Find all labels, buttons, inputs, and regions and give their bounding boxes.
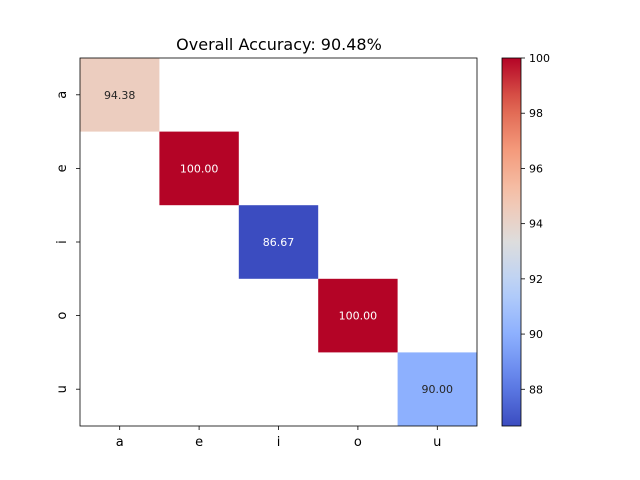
colorbar-tick-label: 94 <box>529 218 543 231</box>
heatmap-cells: 94.38 100.00 86.67 100.00 90.00 <box>80 58 477 426</box>
y-tick-label: i <box>55 240 70 244</box>
colorbar-tick-label: 92 <box>529 273 543 286</box>
heatmap-cell <box>318 278 398 353</box>
heatmap-cell <box>397 352 477 426</box>
x-tick-label: u <box>433 435 441 450</box>
cell-value-label: 86.67 <box>263 236 295 249</box>
colorbar <box>501 57 522 427</box>
cell-value-label: 90.00 <box>422 383 454 396</box>
y-tick-label: a <box>55 91 70 99</box>
x-tick-label: a <box>116 435 124 450</box>
colorbar-tick-label: 88 <box>529 383 543 396</box>
cell-value-label: 100.00 <box>339 310 378 323</box>
x-tick-label: e <box>195 435 203 450</box>
heatmap-cell <box>159 131 239 206</box>
colorbar-tick-label: 90 <box>529 328 543 341</box>
cell-value-label: 94.38 <box>104 89 136 102</box>
colorbar-tick-label: 98 <box>529 107 543 120</box>
y-tick-label: o <box>55 312 70 320</box>
y-tick-label: e <box>55 164 70 172</box>
heatmap-cell <box>80 58 160 132</box>
heatmap-cell <box>238 205 319 279</box>
y-tick-label: u <box>55 385 70 393</box>
chart-title: Overall Accuracy: 90.48% <box>176 35 382 54</box>
colorbar-tick-label: 96 <box>529 162 543 175</box>
colorbar-tick-label: 100 <box>529 52 550 65</box>
x-tick-label: i <box>277 435 281 450</box>
colorbar-axis: 88 90 92 94 96 98 100 <box>521 52 550 396</box>
x-tick-label: o <box>354 435 362 450</box>
cell-value-label: 100.00 <box>180 162 219 175</box>
y-axis: a e i o u <box>55 91 80 393</box>
